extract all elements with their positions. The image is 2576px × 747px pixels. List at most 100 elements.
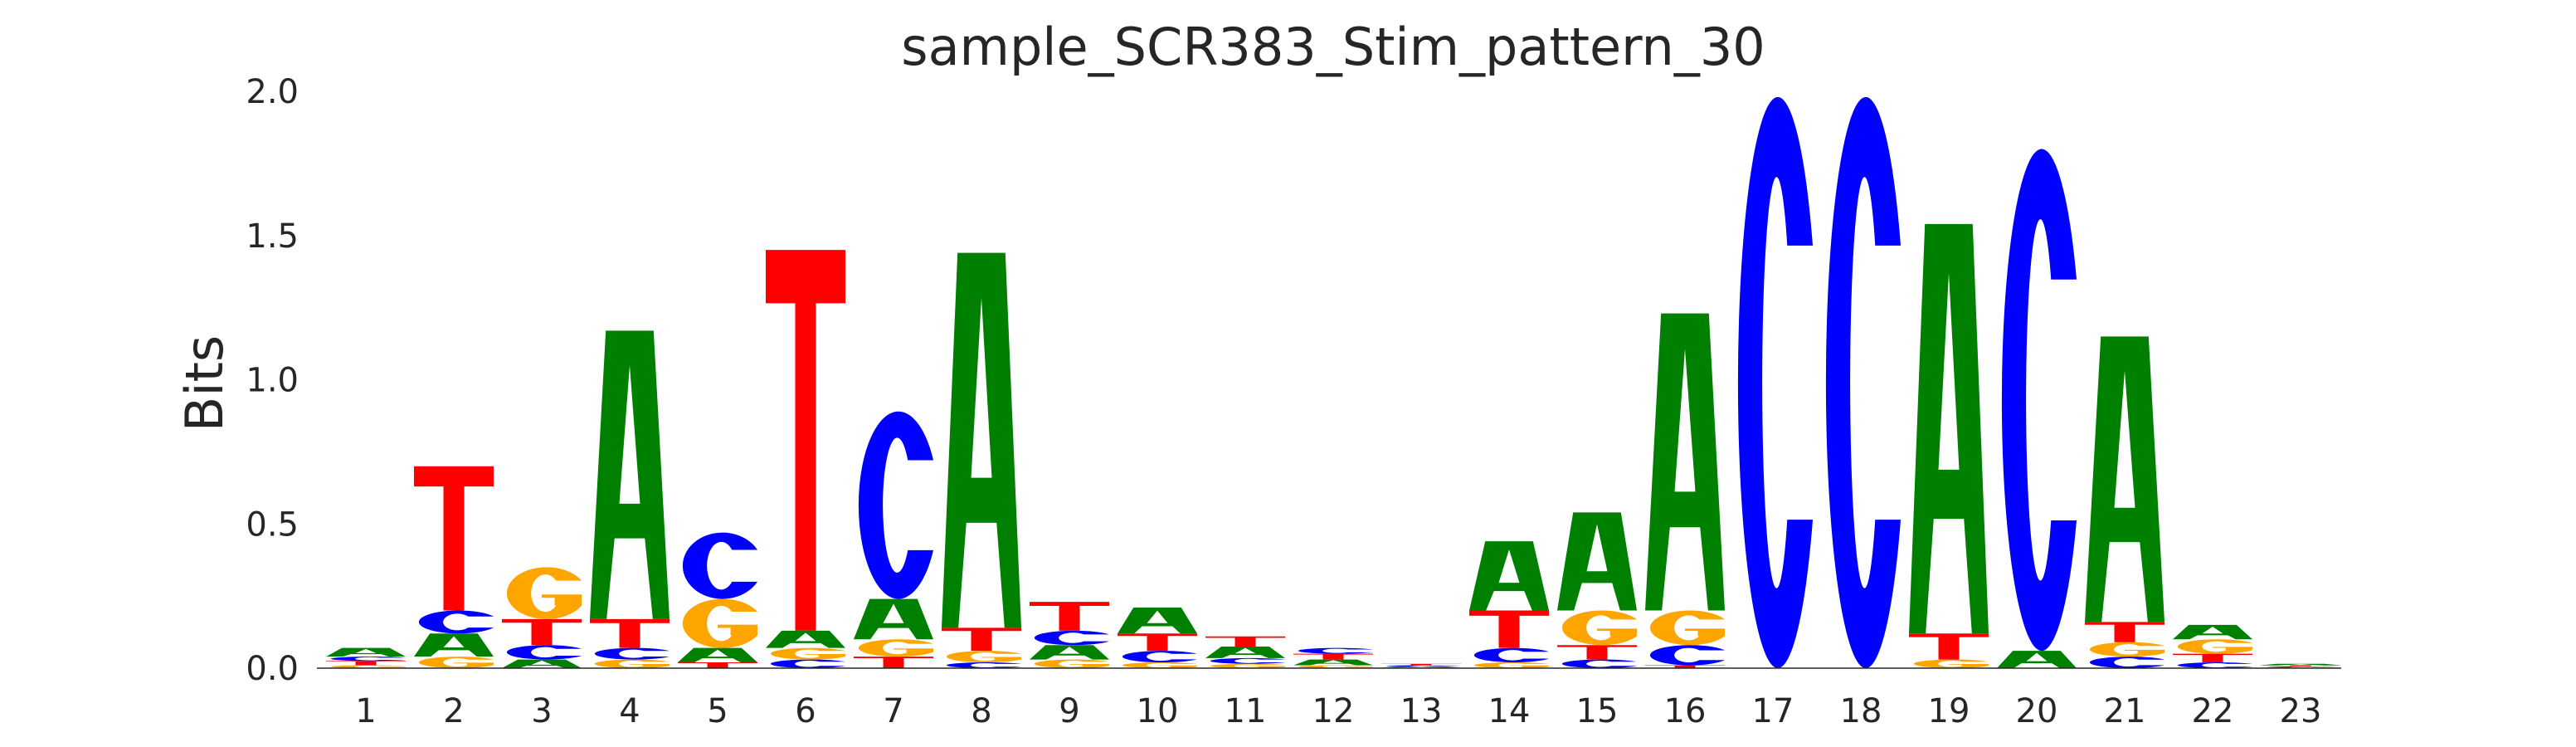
logo-letter-G: [506, 567, 582, 619]
x-tick-label: 10: [1137, 692, 1179, 730]
logo-letter-C: [1210, 657, 1285, 664]
logo-letter-C: [506, 645, 582, 660]
logo-letter-A: [678, 647, 757, 663]
x-tick-label: 16: [1664, 692, 1707, 730]
logo-letter-A: [766, 630, 845, 648]
logo-letter-G: [946, 651, 1021, 663]
logo-letter-A: [1469, 541, 1549, 611]
x-tick-label: 12: [1312, 692, 1355, 730]
logo-letter-A: [1997, 651, 2077, 668]
logo-letter-G: [330, 665, 406, 668]
logo-letter-C: [682, 532, 757, 599]
x-tick-label: 13: [1400, 692, 1443, 730]
x-tick-label: 4: [619, 692, 640, 730]
logo-letter-G: [1561, 610, 1637, 646]
logo-letter-A: [1909, 223, 1989, 634]
logo-letter-T: [414, 466, 494, 611]
logo-letter-G: [2177, 639, 2252, 654]
logo-letter-A: [502, 659, 582, 668]
x-tick-label: 21: [2104, 692, 2146, 730]
x-tick-label: 8: [971, 692, 991, 730]
logo-letter-T: [2085, 622, 2165, 642]
logo-letter-G: [1473, 662, 1549, 668]
logo-letter-C: [1122, 651, 1197, 663]
logo-letter-A: [590, 330, 670, 619]
letter-stacks: [326, 96, 2340, 669]
logo-letter-A: [2261, 663, 2340, 666]
logo-letter-T: [2173, 653, 2252, 663]
y-axis-label: Bits: [174, 335, 235, 432]
logo-letter-G: [1298, 665, 1373, 668]
logo-letter-T: [766, 250, 845, 631]
logo-letter-G: [858, 639, 933, 657]
x-tick-label: 5: [707, 692, 728, 730]
logo-letter-C: [1034, 630, 1109, 646]
logo-letter-A: [1118, 608, 1197, 634]
logo-letter-T: [1205, 636, 1285, 647]
logo-letter-A: [326, 647, 406, 657]
logo-letter-C: [1649, 645, 1725, 666]
logo-letter-G: [1649, 610, 1725, 646]
logo-letter-A: [1645, 313, 1725, 611]
y-axis-ticks: 0.0 0.5 1.0 1.5 2.0: [246, 73, 299, 688]
logo-letter-C: [770, 659, 845, 668]
y-tick-label: 1.0: [246, 362, 299, 400]
x-tick-label: 20: [2016, 692, 2058, 730]
logo-letter-C: [1561, 659, 1637, 668]
y-tick-label: 1.5: [246, 217, 299, 256]
x-tick-label: 19: [1928, 692, 1970, 730]
y-tick-label: 0.5: [246, 505, 299, 544]
x-tick-label: 3: [531, 692, 552, 730]
logo-letter-C: [1473, 647, 1549, 663]
logo-letter-G: [1210, 663, 1285, 668]
x-tick-label: 7: [883, 692, 903, 730]
logo-letter-C: [330, 657, 406, 662]
logo-letter-A: [854, 598, 933, 640]
logo-letter-G: [418, 657, 494, 668]
logo-letter-C: [1737, 96, 1813, 669]
logo-letter-A: [1030, 645, 1109, 660]
logo-letter-C: [418, 610, 494, 634]
logo-letter-T: [1909, 633, 1989, 660]
x-tick-label: 15: [1576, 692, 1619, 730]
logo-letter-C: [1298, 647, 1373, 654]
logo-letter-A: [1205, 646, 1285, 658]
logo-letter-T: [678, 662, 757, 668]
x-tick-label: 1: [355, 692, 376, 730]
logo-letter-C: [594, 647, 670, 660]
logo-letter-C: [858, 411, 933, 599]
x-tick-label: 18: [1840, 692, 1882, 730]
logo-letter-T: [942, 627, 1021, 652]
logo-letter-A: [1293, 659, 1373, 666]
logo-letter-A: [414, 633, 494, 657]
logo-letter-G: [2089, 642, 2165, 657]
logo-letter-T: [1469, 610, 1549, 648]
logo-letter-C: [2001, 149, 2077, 652]
logo-letter-T: [1118, 633, 1197, 652]
logo-letter-T: [502, 618, 582, 646]
x-tick-label: 9: [1059, 692, 1079, 730]
logo-letter-T: [1293, 653, 1373, 660]
logo-letter-A: [2085, 336, 2165, 622]
x-tick-label: 6: [795, 692, 816, 730]
logo-letter-G: [682, 598, 757, 648]
logo-letter-C: [1825, 96, 1901, 669]
logo-letter-G: [594, 659, 670, 668]
logo-letter-A: [1381, 666, 1461, 668]
logo-letter-A: [2173, 624, 2252, 640]
logo-letter-A: [942, 252, 1021, 628]
chart-title: sample_SCR383_Stim_pattern_30: [901, 17, 1765, 77]
logo-letter-C: [2177, 662, 2252, 668]
logo-letter-T: [1030, 602, 1109, 631]
logo-letter-C: [2265, 666, 2340, 667]
logo-letter-T: [1381, 663, 1461, 666]
x-tick-label: 22: [2192, 692, 2234, 730]
x-tick-label: 2: [443, 692, 464, 730]
y-tick-label: 2.0: [246, 73, 299, 111]
y-tick-label: 0.0: [246, 650, 299, 688]
x-tick-label: 23: [2280, 692, 2322, 730]
logo-letter-G: [1034, 659, 1109, 668]
x-tick-label: 11: [1225, 692, 1267, 730]
x-tick-label: 14: [1488, 692, 1531, 730]
